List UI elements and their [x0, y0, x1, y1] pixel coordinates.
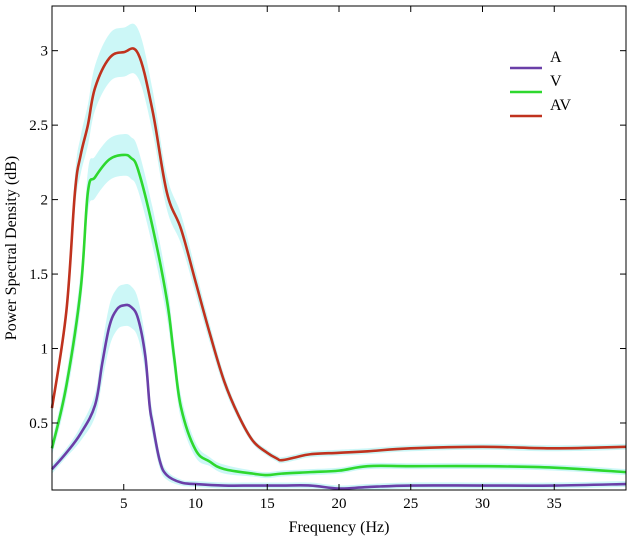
y-tick-label: 3 — [41, 44, 49, 60]
axes — [51, 5, 627, 491]
plot-frame — [51, 5, 627, 491]
x-axis-label: Frequency (Hz) — [289, 519, 390, 536]
x-tick-label: 10 — [188, 496, 203, 512]
band-av — [52, 23, 626, 464]
legend-label-av: AV — [550, 97, 571, 114]
legend-label-v: V — [550, 73, 562, 90]
y-tick-label: 1.5 — [29, 267, 48, 283]
x-tick-label: 25 — [403, 496, 418, 512]
x-tick-label: 35 — [547, 496, 562, 512]
y-axis-label: Power Spectral Density (dB) — [3, 156, 20, 340]
x-tick-label: 20 — [332, 496, 347, 512]
legend: AV AV — [510, 49, 571, 118]
y-tick-label: 1 — [41, 342, 49, 358]
x-tick-label: 5 — [120, 496, 128, 512]
y-tick-label: 0.5 — [29, 416, 48, 432]
ticks: 5 10 15 20 25 30 35 0.5 1 1.5 2 2.5 3 — [29, 6, 626, 512]
legend-label-a: A — [550, 49, 562, 66]
series-line-av — [50, 47, 627, 462]
series-line-a — [51, 303, 627, 490]
x-tick-label: 15 — [260, 496, 275, 512]
y-tick-label: 2.5 — [29, 118, 48, 134]
series-lines — [50, 47, 627, 490]
x-tick-label: 30 — [475, 496, 490, 512]
confidence-bands — [52, 23, 626, 491]
y-tick-label: 2 — [41, 193, 49, 209]
series-line-v — [50, 153, 627, 477]
